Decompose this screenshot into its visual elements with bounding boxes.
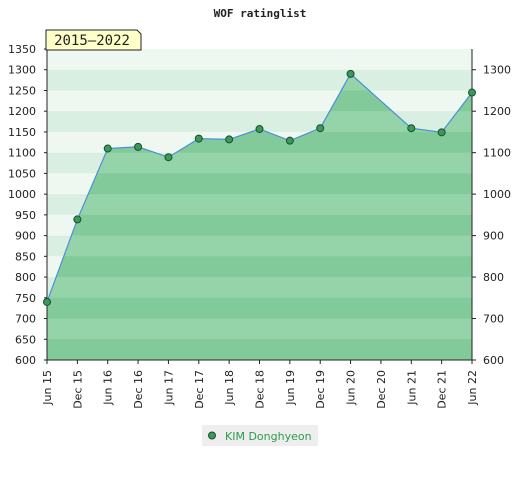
background-band: [47, 49, 472, 70]
x-tick-label: Jun 20: [345, 370, 358, 406]
series-line: [46, 72, 473, 303]
y-tick-label-right: 1000: [483, 188, 511, 201]
tick-labels: 600 650 700 750 800 850 900 950 1000 1050 1100 1150…: [8, 43, 511, 409]
area-stripe: [47, 152, 472, 174]
y-tick-label-left: 800: [15, 271, 36, 284]
area-stripe: [47, 214, 472, 236]
data-point: [194, 134, 203, 143]
data-point: [164, 153, 173, 162]
x-tick-label: Dec 16: [132, 370, 145, 409]
area-stripe: [47, 318, 472, 340]
y-tick-label-left: 950: [15, 209, 36, 222]
data-point: [346, 69, 355, 78]
y-tick-label-right: 700: [483, 313, 504, 326]
x-tick-label: Dec 15: [71, 370, 84, 409]
background-band: [47, 90, 472, 112]
y-tick-label-right: 600: [483, 354, 504, 367]
axes: [44, 48, 476, 364]
area-stripe: [47, 277, 472, 298]
x-tick-label: Dec 21: [436, 370, 449, 409]
y-tick-label-left: 650: [15, 333, 36, 346]
y-tick-label-left: 900: [15, 230, 36, 243]
data-point: [407, 124, 416, 133]
x-tick-label: Jun 17: [162, 370, 175, 406]
x-tick-label: Jun 15: [41, 370, 54, 406]
data-point: [103, 144, 112, 153]
data-point: [73, 215, 82, 224]
y-tick-label-left: 750: [15, 292, 36, 305]
area-stripe: [47, 256, 472, 278]
area-stripe: [47, 339, 472, 360]
data-point: [285, 136, 294, 145]
area-stripe: [47, 173, 472, 195]
x-tick-label: Jun 16: [102, 370, 115, 406]
data-point: [255, 125, 264, 134]
y-tick-label-left: 1300: [8, 64, 36, 77]
x-tick-label: Jun 19: [284, 370, 297, 406]
y-tick-label-left: 1100: [8, 147, 36, 160]
y-tick-label-left: 700: [15, 313, 36, 326]
period-label: 2015–2022: [54, 33, 130, 49]
data-point: [437, 128, 446, 137]
data-point: [43, 297, 51, 306]
x-tick-label: Dec 20: [375, 370, 388, 409]
data-point: [316, 124, 325, 133]
background-band: [47, 69, 472, 91]
x-tick-label: Dec 19: [314, 370, 327, 409]
legend-label: KIM Donghyeon: [225, 430, 312, 443]
period-badge: 2015–2022: [45, 29, 142, 51]
y-tick-label-right: 800: [483, 271, 504, 284]
data-points: [43, 69, 476, 306]
y-tick-label-right: 1200: [483, 105, 511, 118]
y-tick-label-left: 1350: [8, 43, 36, 56]
area-layer: [46, 72, 473, 360]
area-stripe: [47, 297, 472, 319]
y-tick-label-left: 600: [15, 354, 36, 367]
area-stripe: [47, 194, 472, 215]
y-tick-label-left: 1250: [8, 84, 36, 97]
y-tick-label-left: 850: [15, 250, 36, 263]
x-tick-label: Dec 17: [193, 370, 206, 409]
y-tick-label-right: 1100: [483, 147, 511, 160]
x-tick-label: Jun 21: [405, 370, 418, 406]
legend: KIM Donghyeon: [202, 425, 318, 446]
y-tick-label-left: 1000: [8, 188, 36, 201]
data-point: [134, 142, 143, 151]
x-tick-label: Jun 18: [223, 370, 236, 406]
area-stripe: [47, 235, 472, 257]
x-tick-label: Jun 22: [466, 370, 479, 406]
y-tick-label-left: 1150: [8, 126, 36, 139]
x-tick-label: Dec 18: [254, 370, 267, 409]
chart-title: WOF ratinglist: [214, 7, 307, 20]
y-tick-label-right: 900: [483, 230, 504, 243]
data-point: [225, 135, 234, 144]
y-tick-label-left: 1200: [8, 105, 36, 118]
data-point: [468, 88, 476, 97]
y-tick-label-left: 1050: [8, 167, 36, 180]
legend-marker: [208, 431, 216, 440]
y-tick-label-right: 1300: [483, 64, 511, 77]
